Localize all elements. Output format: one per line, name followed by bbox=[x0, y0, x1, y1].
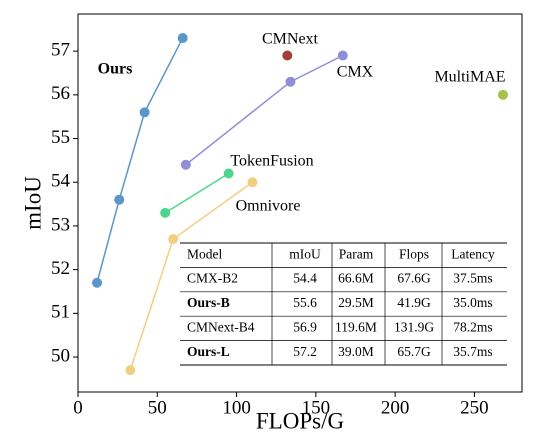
table-header: Flops bbox=[399, 246, 429, 261]
series-label: Omnivore bbox=[236, 198, 301, 215]
table-background bbox=[180, 243, 507, 365]
table-cell: 78.2ms bbox=[453, 319, 492, 334]
y-tick-label: 50 bbox=[51, 345, 70, 366]
table-cell: 65.7G bbox=[397, 344, 431, 359]
table-cell: 56.9 bbox=[293, 319, 317, 334]
series-line bbox=[185, 54, 344, 166]
series-label: MultiMAE bbox=[434, 69, 505, 86]
data-point bbox=[125, 365, 136, 376]
data-point bbox=[160, 207, 171, 218]
data-point bbox=[180, 159, 191, 170]
table-cell: Ours-L bbox=[187, 344, 230, 359]
table-cell: 57.2 bbox=[293, 344, 317, 359]
x-axis-label: FLOPs/G bbox=[256, 408, 344, 433]
table-cell: 35.7ms bbox=[453, 344, 492, 359]
y-tick-label: 55 bbox=[51, 127, 70, 148]
data-point bbox=[92, 277, 103, 288]
series-label: CMNext bbox=[262, 31, 319, 48]
series-label: TokenFusion bbox=[230, 153, 313, 170]
y-tick-label: 56 bbox=[51, 83, 70, 104]
data-point bbox=[337, 50, 348, 61]
table-header: Model bbox=[187, 246, 222, 261]
table-cell: CMNext-B4 bbox=[187, 319, 255, 334]
series-line bbox=[96, 37, 184, 283]
data-point bbox=[282, 50, 293, 61]
x-tick-label: 200 bbox=[381, 397, 410, 418]
table-cell: 67.6G bbox=[397, 271, 431, 286]
data-point bbox=[114, 194, 125, 205]
table-cell: 39.0M bbox=[338, 344, 374, 359]
table-header: mIoU bbox=[289, 246, 321, 261]
series-label: CMX bbox=[337, 64, 374, 81]
table-cell: 131.9G bbox=[394, 319, 434, 334]
y-tick-label: 53 bbox=[51, 214, 70, 235]
table-cell: 35.0ms bbox=[453, 295, 492, 310]
table-header: Param bbox=[339, 246, 374, 261]
data-point bbox=[497, 89, 508, 100]
data-point bbox=[247, 177, 258, 188]
table-cell: Ours-B bbox=[187, 295, 230, 310]
table-cell: 37.5ms bbox=[453, 271, 492, 286]
series-line bbox=[164, 172, 230, 214]
table-header: Latency bbox=[451, 246, 495, 261]
table-cell: 66.6M bbox=[338, 271, 374, 286]
y-tick-label: 51 bbox=[51, 302, 70, 323]
table-cell: CMX-B2 bbox=[187, 271, 238, 286]
table-cell: 29.5M bbox=[338, 295, 374, 310]
series-label: Ours bbox=[98, 61, 133, 78]
data-point bbox=[177, 33, 188, 44]
data-point bbox=[168, 234, 179, 245]
data-point bbox=[223, 168, 234, 179]
y-tick-label: 52 bbox=[51, 258, 70, 279]
table-cell: 55.6 bbox=[293, 295, 317, 310]
y-tick-label: 54 bbox=[51, 171, 71, 192]
table-cell: 119.6M bbox=[335, 319, 377, 334]
x-tick-label: 250 bbox=[460, 397, 489, 418]
table-cell: 54.4 bbox=[293, 271, 317, 286]
table-cell: 41.9G bbox=[397, 295, 431, 310]
y-axis-label: mIoU bbox=[20, 176, 45, 230]
data-point bbox=[285, 76, 296, 87]
x-tick-label: 150 bbox=[302, 397, 331, 418]
x-tick-label: 100 bbox=[222, 397, 251, 418]
x-tick-label: 50 bbox=[148, 397, 167, 418]
y-tick-label: 57 bbox=[51, 40, 70, 61]
x-tick-label: 0 bbox=[73, 397, 83, 418]
plot-frame bbox=[77, 13, 523, 393]
data-point bbox=[139, 107, 150, 118]
